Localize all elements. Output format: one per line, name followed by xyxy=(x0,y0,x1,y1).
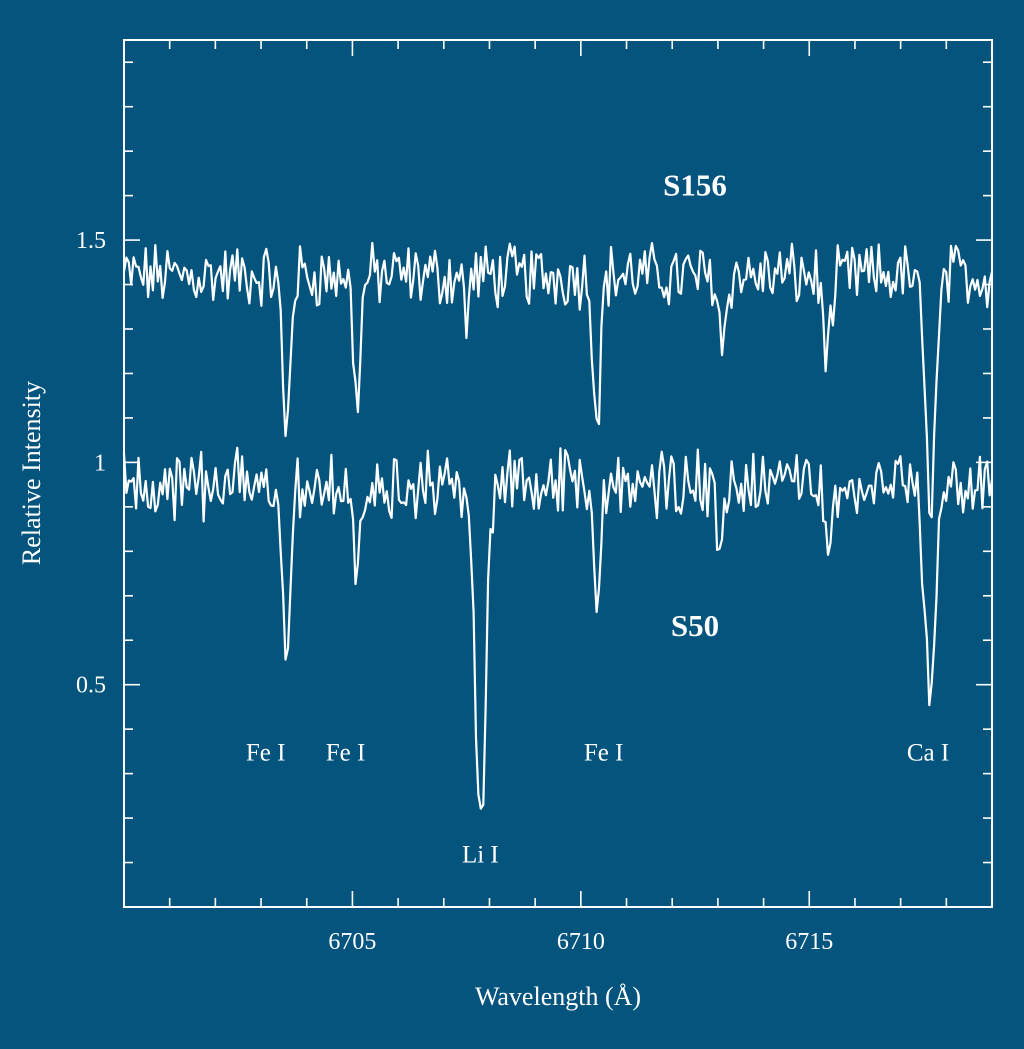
series-label: S50 xyxy=(671,608,719,643)
annotation-label: Li I xyxy=(462,842,499,869)
y-axis-label: Relative Intensity xyxy=(17,381,46,565)
plot-frame xyxy=(123,39,993,908)
x-tick-label: 6715 xyxy=(785,929,833,955)
annotation-label: Fe I xyxy=(326,739,366,766)
annotation-label: Fe I xyxy=(246,739,286,766)
line-annotations: Fe I Fe I Li I Fe I Ca I xyxy=(246,739,949,868)
y-tick-label: 0.5 xyxy=(76,673,106,699)
axis-ticks xyxy=(123,40,993,907)
series-group xyxy=(122,241,994,810)
series-line-s156 xyxy=(122,241,994,519)
x-tick-label: 6710 xyxy=(557,929,605,955)
y-tick-label: 1.5 xyxy=(76,228,106,254)
x-axis-label: Wavelength (Å) xyxy=(475,982,641,1011)
x-tick-label: 6705 xyxy=(328,929,376,955)
tick-labels: 6705 6710 6715 0.5 1 1.5 xyxy=(76,228,833,955)
series-label: S156 xyxy=(663,168,727,203)
annotation-label: Ca I xyxy=(907,739,949,766)
series-labels: S156 S50 xyxy=(663,168,727,643)
y-tick-label: 1 xyxy=(94,450,106,476)
series-line-s50 xyxy=(122,446,994,810)
annotation-label: Fe I xyxy=(584,739,624,766)
